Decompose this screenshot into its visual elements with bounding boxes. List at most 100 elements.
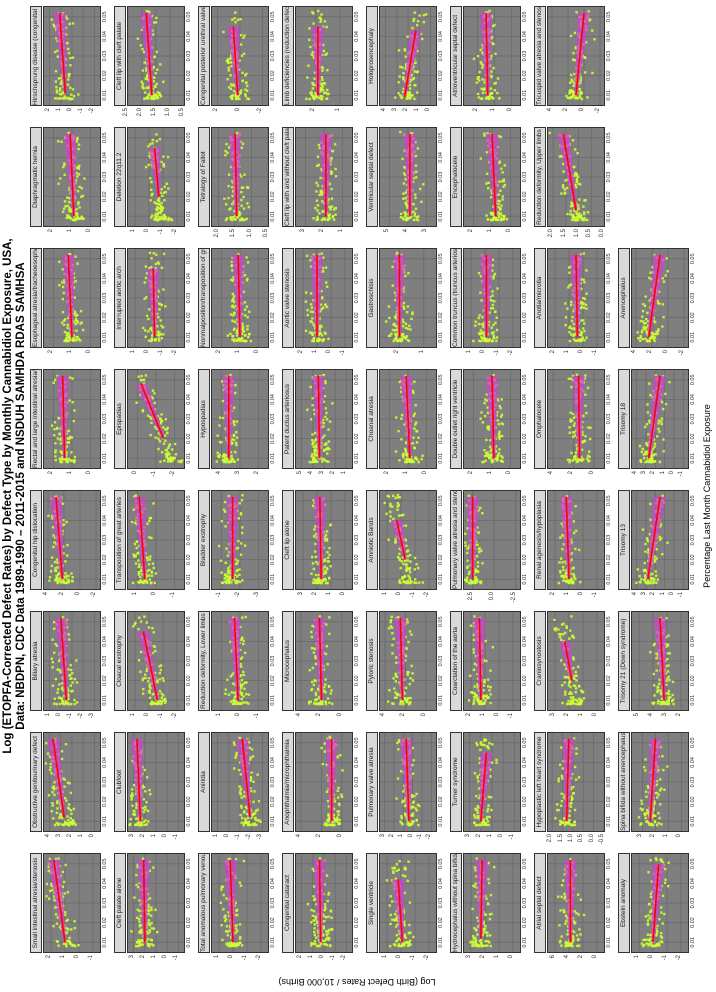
x-tick-label: 0.04: [270, 152, 276, 163]
y-tick-label: 1: [418, 350, 425, 354]
y-tick-label: -1: [158, 713, 164, 719]
y-tick-label: -2: [508, 350, 514, 356]
x-tick-label: 0.03: [270, 534, 276, 546]
x-tick-label: 0.03: [354, 413, 360, 425]
facet-panel: Craniosynostosis 0 1 2 3 0.01 0.02 0.03 0.04 0.05: [534, 609, 618, 730]
y-tick-label: -1: [417, 834, 423, 840]
x-tick-label: 0.01: [522, 573, 528, 585]
x-tick-label: 0.03: [690, 897, 696, 909]
y-tick-label: 1: [659, 471, 666, 475]
facet-strip-label: Reduction deformity, Lower limbs: [198, 611, 210, 711]
facet-panel: Trisomy 21 (Down syndrome) 2 3 4 5 0.01 0.02 0.…: [618, 609, 702, 730]
x-tick-label: 0.04: [102, 636, 108, 647]
x-tick-label: 0.04: [102, 515, 108, 526]
x-tick-label: 0.02: [438, 70, 444, 81]
y-tick-label: 1.5: [151, 108, 157, 117]
y-tick-label: 0: [162, 955, 169, 959]
y-tick-label: 2: [550, 592, 556, 596]
y-tick-label: 2: [48, 350, 55, 354]
y-tick-label: -2: [679, 350, 685, 356]
x-tick-label: 0.05: [186, 374, 192, 386]
y-tick-label: 1: [130, 229, 136, 233]
x-tick-label: 0.01: [270, 815, 276, 827]
y-tick-label: 0: [592, 955, 598, 959]
y-tick-label: -2: [341, 955, 348, 961]
x-tick-label: 0.05: [102, 616, 108, 628]
facet-strip-label: Holoprosencephaly: [366, 6, 378, 106]
scatter-plot-area: [127, 732, 185, 832]
x-tick-label: 0.03: [690, 292, 696, 304]
x-tick-label: 0.02: [690, 433, 696, 444]
y-axis-ticks: 0 1 2 3: [631, 834, 689, 851]
scatter-plot-area: [43, 490, 101, 590]
y-tick-label: 0: [592, 713, 598, 717]
chart-title-line-2: Data: NBDPN, CDC Data 1989-1990 – 2011-2…: [15, 262, 27, 730]
facet-panel: Reduction deformity, Upper limbs 0.0 0.5 1.…: [534, 125, 618, 246]
y-tick-label: 1: [564, 350, 570, 354]
y-tick-label: 1: [67, 350, 73, 354]
y-tick-label: 1: [489, 108, 496, 112]
facet-strip-label: Congenital cataract: [282, 853, 294, 953]
facet-strip-label: Transposition of great arteries: [114, 490, 126, 590]
x-tick-label: 0.01: [522, 89, 528, 101]
x-tick-label: 0.05: [186, 737, 192, 749]
x-axis-ticks: 0.01 0.02 0.03 0.04 0.05: [354, 611, 364, 711]
y-tick-label: 0.0: [599, 229, 605, 238]
x-axis-ticks: 0.01 0.02 0.03 0.04 0.05: [186, 611, 196, 711]
x-tick-label: 0.03: [102, 50, 108, 62]
y-tick-label: 1.0: [573, 229, 580, 238]
x-tick-label: 0.02: [186, 433, 192, 444]
x-tick-label: 0.03: [438, 50, 444, 62]
y-tick-label: -2: [595, 108, 601, 114]
scatter-plot-area: [43, 369, 101, 469]
y-tick-label: 4: [44, 834, 51, 838]
scatter-plot-area: [547, 248, 605, 348]
x-tick-label: 0.03: [522, 171, 528, 183]
y-axis-ticks: -2 -1 0 1: [127, 713, 185, 730]
facet-panel: Hirschsprung disease (congenital megacol…: [30, 4, 114, 125]
x-tick-label: 0.02: [102, 191, 108, 202]
x-tick-label: 0.01: [186, 573, 192, 585]
x-tick-label: 0.04: [270, 757, 276, 768]
scatter-plot-area: [463, 490, 521, 590]
y-tick-label: 0: [578, 350, 584, 354]
y-tick-label: 1: [382, 592, 388, 596]
y-tick-label: 1: [341, 471, 348, 475]
scatter-plot-area: [463, 611, 521, 711]
y-tick-label: 1.5: [557, 834, 564, 843]
facet-strip-label: Nonmalposition/transposition of great ar…: [198, 248, 210, 348]
y-axis-ticks: -1 0 1 2 3 4: [631, 471, 689, 488]
y-tick-label: 4: [296, 834, 303, 838]
scatter-plot-area: [127, 6, 185, 106]
x-axis-ticks: 0.01 0.02 0.03 0.04 0.05: [606, 853, 616, 953]
facet-strip-label: Interrupted aortic arch: [114, 248, 126, 348]
scatter-plot-area: [547, 127, 605, 227]
y-tick-label: 4: [296, 713, 303, 717]
x-tick-label: 0.04: [522, 394, 528, 405]
x-tick-label: 0.04: [186, 757, 192, 768]
x-tick-label: 0.04: [186, 636, 192, 647]
x-axis-ticks: 0.01 0.02 0.03 0.04 0.05: [438, 6, 448, 106]
x-tick-label: 0.04: [606, 636, 612, 647]
y-axis-ticks: -2 -1 0 1: [211, 955, 269, 972]
y-tick-label: 0: [669, 592, 675, 596]
y-tick-label: 3: [128, 955, 135, 959]
x-tick-label: 0.02: [270, 796, 276, 807]
scatter-plot-area: [43, 248, 101, 348]
y-axis-ticks: -1 0 1 2: [295, 350, 353, 367]
x-tick-label: 0.02: [102, 675, 108, 686]
x-tick-label: 0.03: [690, 776, 696, 788]
facet-panel: Trisomy 13 -1 0 1 2 3 4 0.01 0.02 0.03 0.04 0.05: [618, 488, 702, 609]
y-tick-label: -1: [678, 471, 685, 477]
x-tick-label: 0.02: [438, 796, 444, 807]
y-axis-ticks: 0 1 2: [463, 108, 521, 125]
x-tick-label: 0.04: [186, 878, 192, 889]
y-tick-label: 1.5: [230, 229, 237, 238]
y-tick-label: 0: [326, 350, 332, 354]
y-axis-ticks: -1 0 1: [211, 713, 269, 730]
y-tick-label: 6: [550, 955, 556, 959]
y-tick-label: 2: [330, 471, 337, 475]
y-axis-ticks: -2 -1 0: [127, 471, 185, 488]
x-tick-label: 0.02: [354, 433, 360, 444]
x-tick-label: 0.04: [354, 636, 360, 647]
